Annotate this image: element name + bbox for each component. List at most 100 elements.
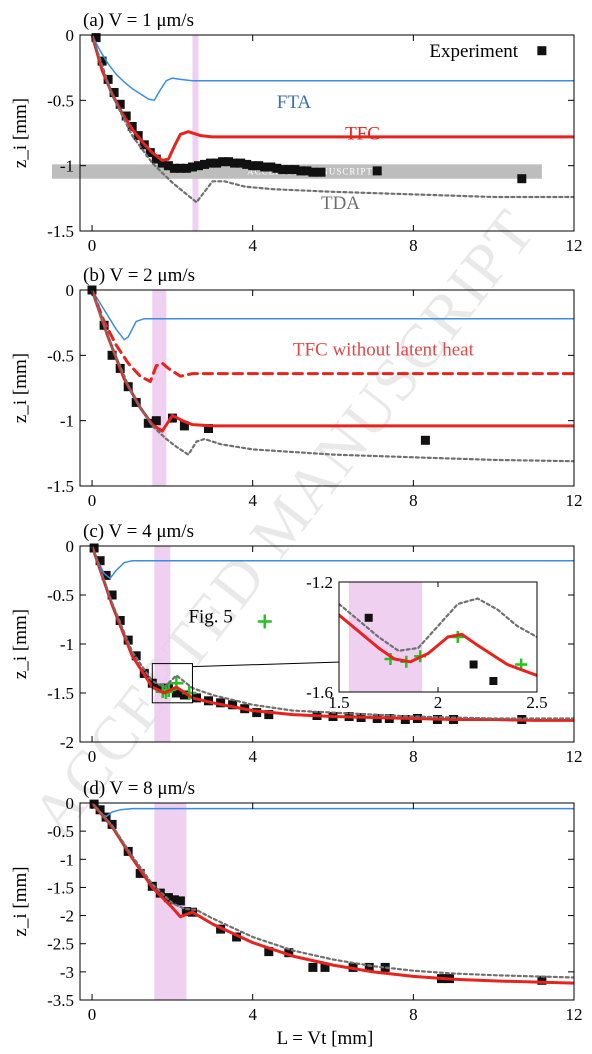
data-point-2-12 [179, 690, 189, 700]
data-point-3-5 [135, 868, 145, 878]
data-point-0-13 [169, 163, 179, 173]
data-point-0-32 [284, 165, 294, 175]
data-point-1-9 [179, 421, 189, 431]
zoom-box [151, 663, 193, 704]
data-point-0-14 [175, 163, 185, 173]
data-point-1-7 [151, 416, 161, 426]
x-tick-label-0-0: 0 [88, 236, 97, 255]
plot-frame-0 [79, 34, 575, 232]
y-tick-label-3-2: -1 [60, 850, 74, 869]
series-label-a-0: Experiment [429, 41, 518, 62]
data-point-2-9 [155, 683, 165, 693]
data-point-2-6 [131, 651, 141, 661]
x-tick-label-inset-0: 1.5 [328, 693, 349, 712]
y-tick-label-3-7: -3.5 [47, 991, 74, 1010]
data-point-0-11 [157, 158, 167, 168]
y-axis-label-a: z_i [mm] [10, 98, 31, 168]
series-line-3-tfc [90, 803, 574, 985]
data-point-3-7 [155, 888, 165, 898]
x-tick-label-3-1: 4 [248, 1005, 257, 1024]
data-point-0-18 [200, 159, 209, 169]
data-point-3-15 [264, 947, 274, 957]
panel-title-a: (a) V = 1 μm/s [83, 10, 194, 31]
data-point-3-14 [232, 932, 242, 942]
series-label-a-2: TFC [345, 124, 380, 145]
zoom-connector [192, 661, 342, 668]
x-tick-label-0-1: 4 [248, 236, 257, 255]
data-point-3-20 [364, 962, 374, 972]
series-line-0-tda [90, 35, 574, 204]
panel-d: 0 4 8 12 0 -0.5 -1 -1.5 -2 -2.5 -3 -3.5 (d) V = 8 μm… [10, 778, 583, 1024]
y-tick-label-inset-0: -1.2 [306, 573, 333, 592]
x-tick-label-1-0: 0 [88, 491, 97, 510]
series-line-1-tda [90, 290, 574, 463]
x-tick-label-inset-1: 2 [434, 693, 443, 712]
x-tick-label-1-2: 8 [409, 491, 418, 510]
x-tick-label-2-3: 12 [566, 747, 583, 766]
data-point-0-29 [266, 162, 276, 172]
data-point-0-30 [272, 163, 282, 173]
data-point-2-15 [216, 698, 226, 708]
data-point-0-2 [103, 74, 113, 84]
data-point-2-19 [264, 710, 274, 720]
data-point-0-23 [230, 158, 240, 168]
data-point-0-35 [302, 166, 312, 176]
data-point-2-18 [252, 708, 262, 718]
y-tick-label-2-0: 0 [66, 537, 75, 556]
y-axis-label-c: z_i [mm] [10, 609, 31, 679]
series-label-c-0: Fig. 5 [188, 606, 232, 627]
series-label-a-1: FTA [277, 92, 312, 113]
data-point-0-4 [115, 99, 125, 109]
inset-plot: 1.5 2 2.5 -1.2 -1.6 [306, 573, 548, 712]
y-tick-label-3-1: -0.5 [47, 822, 74, 841]
x-tick-label-0-3: 12 [566, 236, 583, 255]
inset-transition-band [348, 582, 423, 692]
data-point-0-1 [97, 56, 107, 66]
plot-frame-1 [79, 289, 575, 487]
data-point-0-17 [194, 161, 203, 171]
y-tick-label-1-0: 0 [66, 281, 75, 300]
panel-title-c: (c) V = 4 μm/s [83, 521, 194, 542]
data-point-3-24 [537, 975, 547, 985]
y-tick-label-2-1: -0.5 [47, 586, 74, 605]
data-point-0-26 [248, 161, 258, 171]
x-tick-label-inset-2: 2.5 [526, 693, 547, 712]
data-point-3-8 [163, 893, 173, 903]
data-point-3-11 [181, 907, 191, 917]
y-tick-label-2-2: -1 [60, 635, 74, 654]
data-point-0-25 [242, 159, 252, 169]
data-point-3-10 [175, 896, 185, 906]
y-tick-label-0-2: -1 [60, 157, 74, 176]
data-point-3-18 [320, 962, 330, 972]
y-tick-label-3-5: -2.5 [47, 935, 74, 954]
data-point-0-24 [236, 158, 246, 168]
data-point-0-33 [290, 165, 300, 175]
data-point-2-16 [228, 700, 238, 710]
data-point-1-11 [420, 435, 430, 445]
y-tick-label-3-4: -2 [60, 907, 74, 926]
y-tick-label-0-0: 0 [66, 26, 75, 45]
series-label-a-3: TDA [321, 193, 360, 214]
x-tick-label-1-1: 4 [248, 491, 257, 510]
data-point-1-2 [107, 350, 117, 360]
data-point-3-1 [95, 805, 105, 815]
data-point-inset-1 [469, 660, 478, 669]
x-tick-label-0-2: 8 [409, 236, 418, 255]
data-point-3-9 [169, 895, 179, 905]
y-tick-label-0-3: -1.5 [47, 222, 74, 241]
x-tick-label-3-0: 0 [88, 1005, 97, 1024]
data-point-3-17 [308, 962, 318, 972]
data-point-1-6 [143, 418, 153, 428]
legend-marker-experiment [537, 46, 547, 56]
y-tick-label-1-3: -1.5 [47, 477, 74, 496]
data-point-0-39 [517, 174, 527, 184]
data-point-0-31 [278, 165, 288, 175]
panel-c: 0 4 8 12 0 -0.5 -1 -1.5 -2 (c) V = 4 μm/s z_i [mm]… [10, 521, 583, 766]
data-point-0-34 [296, 166, 306, 176]
data-point-0-5 [121, 111, 131, 121]
transition-band-c [154, 546, 171, 742]
x-axis-label: L = Vt [mm] [277, 1028, 374, 1049]
data-point-0-27 [254, 161, 264, 171]
x-tick-label-2-0: 0 [88, 747, 97, 766]
